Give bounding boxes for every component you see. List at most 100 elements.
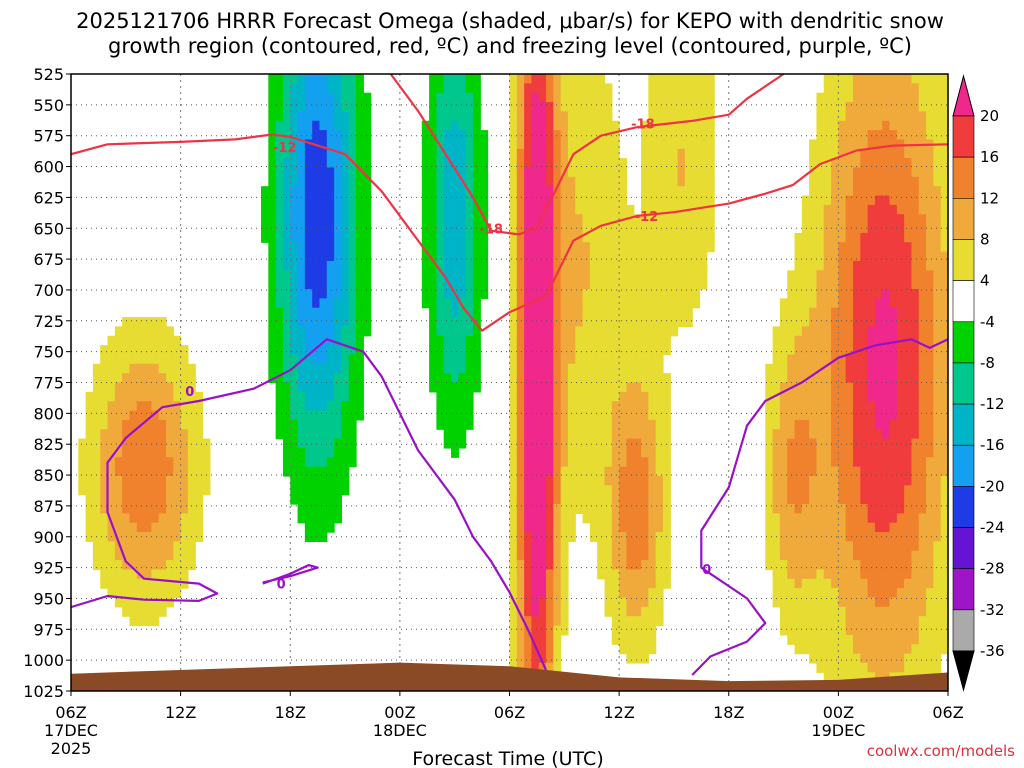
omega-cell <box>516 560 525 571</box>
omega-cell <box>867 335 898 346</box>
omega-cell <box>546 102 554 112</box>
y-tick-label: 725 <box>33 312 64 331</box>
omega-cell <box>560 195 576 206</box>
omega-cell <box>546 130 554 141</box>
contour-lines <box>71 74 948 676</box>
omega-cell <box>436 158 445 169</box>
omega-cell <box>356 260 372 271</box>
omega-cell <box>524 223 554 234</box>
omega-cell <box>509 148 518 159</box>
y-tick-label: 975 <box>33 620 64 639</box>
omega-cell <box>261 232 277 243</box>
omega-cell <box>918 513 942 524</box>
omega-cell <box>326 139 343 150</box>
omega-cell <box>911 475 927 486</box>
omega-cell <box>626 457 649 468</box>
omega-cell <box>823 569 861 580</box>
omega-cell <box>509 158 518 169</box>
omega-cell <box>816 120 839 131</box>
omega-cell <box>92 373 123 384</box>
omega-cell <box>567 373 671 384</box>
omega-cell <box>509 111 518 122</box>
omega-cell <box>524 532 533 543</box>
omega-cell <box>772 354 788 365</box>
omega-cell <box>852 83 920 94</box>
omega-cell <box>553 373 562 384</box>
omega-cell <box>911 158 934 169</box>
omega-cell <box>290 485 350 496</box>
omega-cell <box>801 504 847 514</box>
omega-cell <box>567 139 620 150</box>
omega-cell <box>896 382 920 393</box>
omega-cell <box>553 550 562 561</box>
omega-cell <box>765 550 781 561</box>
omega-cell <box>655 438 671 449</box>
omega-cell <box>509 560 518 571</box>
omega-cell <box>275 419 299 430</box>
omega-cell <box>443 176 467 187</box>
omega-cell <box>356 270 372 281</box>
omega-cell <box>838 494 861 505</box>
omega-cell <box>845 522 876 533</box>
omega-cell <box>604 606 628 617</box>
omega-cell <box>531 616 547 627</box>
omega-cell <box>341 158 350 169</box>
omega-cell <box>684 176 715 187</box>
omega-cell <box>852 307 876 318</box>
omega-cell <box>641 120 715 131</box>
omega-cell <box>809 485 839 496</box>
omega-cell <box>626 382 642 393</box>
omega-cell <box>794 429 810 440</box>
omega-cell <box>524 653 533 664</box>
omega-cell <box>516 475 525 486</box>
omega-cell <box>78 438 101 449</box>
omega-cell <box>648 92 715 103</box>
omega-cell <box>516 111 525 122</box>
omega-cell <box>809 317 832 328</box>
omega-cell <box>589 260 708 271</box>
omega-cell <box>509 167 518 178</box>
omega-cell <box>524 289 554 299</box>
omega-cell <box>860 485 905 496</box>
omega-cell <box>516 419 525 430</box>
omega-cell <box>509 345 518 356</box>
omega-cell <box>509 373 518 384</box>
omega-cell <box>801 326 832 337</box>
omega-cell <box>275 204 284 215</box>
omega-cell <box>472 214 489 225</box>
omega-cell <box>268 260 277 271</box>
omega-cell <box>297 513 343 524</box>
omega-cell <box>918 522 942 533</box>
omega-cell <box>816 92 854 103</box>
omega-cell <box>78 466 101 477</box>
omega-cell <box>100 504 123 514</box>
omega-cell <box>904 653 942 664</box>
omega-cell <box>348 382 364 393</box>
omega-cell <box>180 419 204 430</box>
omega-cell <box>524 345 554 356</box>
omega-cell <box>553 186 562 197</box>
omega-cell <box>933 158 948 169</box>
omega-cell <box>816 289 839 299</box>
omega-cell <box>509 457 518 468</box>
omega-cell <box>845 232 861 243</box>
omega-cell <box>465 363 481 374</box>
omega-cell <box>816 111 847 122</box>
omega-cell <box>356 298 372 309</box>
omega-cell <box>765 363 788 374</box>
omega-cell <box>560 410 569 421</box>
omega-cell <box>348 176 357 187</box>
omega-cell <box>509 485 518 496</box>
omega-cell <box>823 223 847 234</box>
omega-cell <box>348 139 357 150</box>
omega-cell <box>765 410 781 421</box>
omega-cell <box>268 270 277 281</box>
omega-cell <box>334 382 350 393</box>
omega-cell <box>356 176 372 187</box>
omega-cell <box>560 335 576 346</box>
omega-cell <box>187 429 204 440</box>
omega-cell <box>429 382 481 393</box>
omega-cell <box>816 438 832 449</box>
omega-cell <box>173 457 189 468</box>
omega-cell <box>509 186 518 197</box>
